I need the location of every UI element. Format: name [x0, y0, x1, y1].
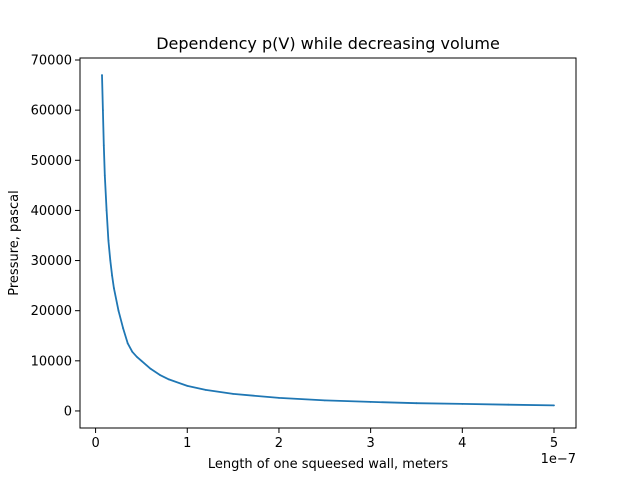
x-axis-label: Length of one squeesed wall, meters	[208, 457, 449, 472]
y-tick-label: 60000	[31, 104, 72, 119]
x-tick-label: 5	[550, 436, 558, 451]
plot-area	[79, 57, 577, 429]
data-point	[126, 342, 129, 345]
data-point	[107, 239, 110, 242]
data-point	[103, 174, 106, 177]
data-point	[278, 397, 280, 399]
y-tick-label: 40000	[31, 204, 72, 219]
data-point	[186, 385, 189, 387]
data-point	[113, 287, 115, 289]
data-point	[158, 374, 161, 376]
y-tick-label: 30000	[31, 254, 72, 269]
data-point	[105, 209, 108, 212]
data-point	[232, 393, 235, 395]
data-point	[149, 367, 152, 370]
data-point	[117, 309, 120, 312]
x-tick-label: 2	[275, 436, 283, 451]
data-point	[168, 378, 170, 381]
data-point	[111, 274, 113, 277]
x-tick-label: 4	[458, 436, 466, 451]
x-axis-offset-label: 1e−7	[541, 452, 576, 467]
data-point	[140, 359, 143, 362]
y-tick-label: 10000	[31, 354, 72, 369]
data-point	[135, 355, 138, 358]
y-tick-label: 0	[64, 404, 72, 419]
data-point	[101, 74, 103, 76]
data-point	[323, 399, 326, 402]
data-point	[553, 404, 555, 407]
y-tick-label: 50000	[31, 154, 72, 169]
chart-title: Dependency p(V) while decreasing volume	[156, 34, 500, 53]
data-point	[461, 403, 464, 405]
y-axis-ticks: 0 10000 20000 30000 40000 50000 60000 70000	[31, 54, 80, 419]
data-point	[369, 401, 372, 403]
x-tick-label: 0	[91, 436, 99, 451]
y-tick-label: 70000	[31, 54, 72, 69]
x-tick-label: 1	[183, 436, 191, 451]
data-point	[507, 403, 510, 406]
data-point	[109, 259, 112, 262]
y-tick-label: 20000	[31, 304, 72, 319]
data-point	[204, 389, 207, 391]
series-layer	[101, 74, 555, 407]
data-point	[122, 327, 124, 330]
data-point	[102, 144, 105, 147]
y-axis-label: Pressure, pascal	[7, 190, 22, 296]
data-point	[131, 350, 134, 353]
x-tick-label: 3	[366, 436, 374, 451]
x-axis-ticks: 0 1 2 3 4 5	[91, 428, 558, 451]
data-point	[102, 109, 104, 111]
series-line	[101, 74, 555, 407]
data-point	[415, 402, 418, 405]
